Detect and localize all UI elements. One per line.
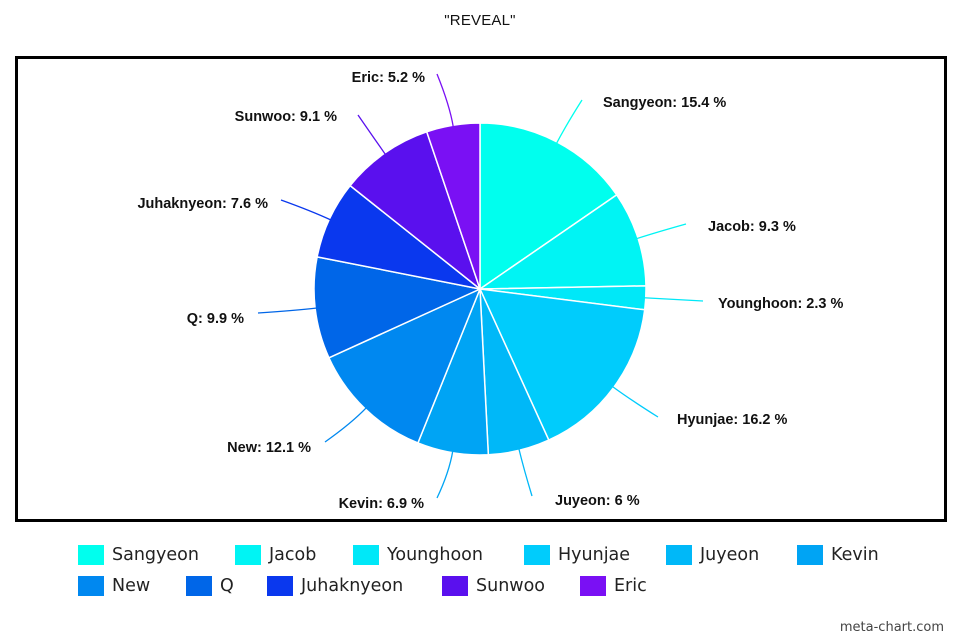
legend-swatch-juyeon: [666, 545, 692, 565]
slice-label-hyunjae: Hyunjae: 16.2 %: [677, 412, 788, 428]
leader-line-juyeon: [518, 448, 533, 497]
slice-label-younghoon: Younghoon: 2.3 %: [718, 296, 843, 312]
legend-item-eric: Eric: [580, 576, 647, 596]
leader-line-juhaknyeon: [280, 199, 332, 221]
legend-item-hyunjae: Hyunjae: [524, 545, 630, 565]
legend-swatch-hyunjae: [524, 545, 550, 565]
slice-label-juyeon: Juyeon: 6 %: [555, 493, 640, 509]
legend-swatch-sangyeon: [78, 545, 104, 565]
legend-item-q: Q: [186, 576, 234, 596]
legend-label-younghoon: Younghoon: [387, 545, 483, 565]
legend-label-juhaknyeon: Juhaknyeon: [301, 576, 404, 596]
legend-label-sunwoo: Sunwoo: [476, 576, 546, 596]
legend-swatch-juhaknyeon: [267, 576, 293, 596]
legend-item-juyeon: Juyeon: [666, 545, 759, 565]
legend-item-jacob: Jacob: [235, 545, 316, 565]
legend-label-sangyeon: Sangyeon: [112, 545, 199, 565]
slice-label-sunwoo: Sunwoo: 9.1 %: [235, 109, 337, 125]
leader-line-q: [257, 307, 318, 314]
legend-item-younghoon: Younghoon: [353, 545, 483, 565]
slice-label-eric: Eric: 5.2 %: [352, 70, 425, 86]
legend-label-hyunjae: Hyunjae: [558, 545, 631, 565]
legend-item-kevin: Kevin: [797, 545, 879, 565]
legend-label-jacob: Jacob: [269, 545, 317, 565]
slice-label-new: New: 12.1 %: [227, 440, 311, 456]
slice-label-kevin: Kevin: 6.9 %: [339, 496, 425, 512]
leader-line-jacob: [635, 223, 687, 240]
legend-label-eric: Eric: [614, 576, 647, 596]
legend-swatch-younghoon: [353, 545, 379, 565]
slice-label-jacob: Jacob: 9.3 %: [708, 219, 796, 235]
leader-line-eric: [436, 73, 454, 128]
slice-label-sangyeon: Sangyeon: 15.4 %: [603, 95, 726, 111]
legend-row: New Q Juhaknyeon Sunwoo Eric: [78, 576, 938, 607]
legend-label-kevin: Kevin: [831, 545, 879, 565]
slice-label-juhaknyeon: Juhaknyeon: 7.6 %: [137, 196, 268, 212]
legend-item-sangyeon: Sangyeon: [78, 545, 199, 565]
slice-label-q: Q: 9.9 %: [187, 311, 244, 327]
leader-line-hyunjae: [611, 385, 659, 418]
leader-line-sunwoo: [357, 114, 387, 156]
leader-line-younghoon: [643, 297, 704, 302]
legend-swatch-sunwoo: [442, 576, 468, 596]
chart-title: "REVEAL": [444, 12, 516, 29]
legend: Sangyeon Jacob Younghoon Hyunjae Juyeon Kevin…: [78, 545, 938, 607]
legend-label-new: New: [112, 576, 151, 596]
legend-label-q: Q: [220, 576, 234, 596]
legend-item-juhaknyeon: Juhaknyeon: [267, 576, 403, 596]
plot-frame: [15, 56, 947, 522]
watermark: meta-chart.com: [839, 620, 944, 635]
legend-item-new: New: [78, 576, 150, 596]
legend-swatch-new: [78, 576, 104, 596]
leader-line-new: [324, 407, 368, 443]
legend-swatch-q: [186, 576, 212, 596]
legend-label-juyeon: Juyeon: [700, 545, 760, 565]
legend-swatch-eric: [580, 576, 606, 596]
legend-swatch-jacob: [235, 545, 261, 565]
legend-swatch-kevin: [797, 545, 823, 565]
legend-row: Sangyeon Jacob Younghoon Hyunjae Juyeon Kevin: [78, 545, 938, 576]
leader-line-kevin: [436, 450, 454, 499]
leader-line-sangyeon: [555, 99, 583, 145]
legend-item-sunwoo: Sunwoo: [442, 576, 545, 596]
